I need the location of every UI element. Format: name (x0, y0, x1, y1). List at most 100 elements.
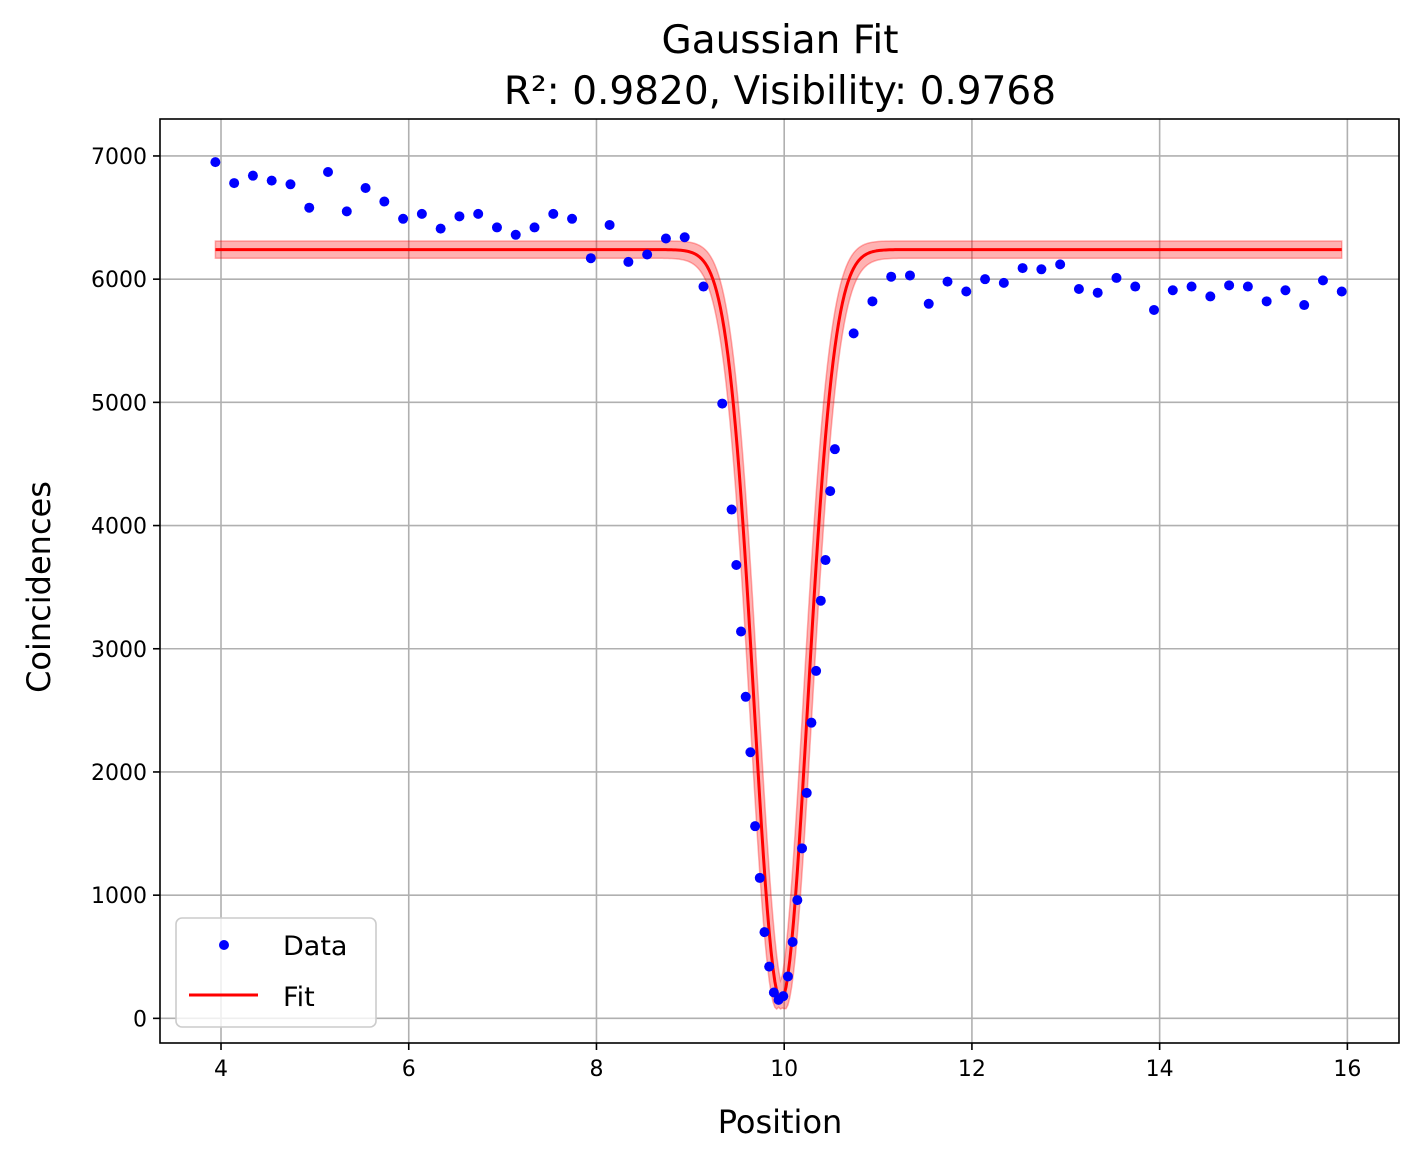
data-point (829, 444, 840, 455)
data-point (782, 971, 793, 982)
fit-band-area (214, 240, 1343, 1011)
data-point (1130, 281, 1141, 292)
data-point (1299, 300, 1310, 311)
data-point (961, 286, 972, 297)
data-point (323, 166, 334, 177)
data-point (304, 202, 315, 213)
y-tick-label: 4000 (91, 515, 147, 540)
legend-fit-label: Fit (283, 982, 315, 1013)
data-point (980, 274, 991, 285)
chart-subtitle: R²: 0.9820, Visibility: 0.9768 (504, 69, 1056, 114)
data-point (778, 991, 789, 1002)
data-point (1036, 264, 1047, 275)
y-tick-label: 2000 (91, 761, 147, 786)
data-point (867, 296, 878, 307)
data-point (1055, 259, 1066, 270)
data-point (750, 821, 761, 832)
data-point (787, 936, 798, 947)
data-point (886, 271, 897, 282)
data-point (660, 233, 671, 244)
data-point (285, 179, 296, 190)
data-point (740, 691, 751, 702)
data-point (759, 927, 770, 938)
data-point (1205, 291, 1216, 302)
fit-line-layer (215, 248, 1342, 1002)
data-point (754, 872, 765, 883)
data-point (745, 747, 756, 758)
data-point (806, 717, 817, 728)
legend-data-label: Data (283, 931, 347, 962)
data-point (1280, 285, 1291, 296)
y-tick-label: 0 (133, 1007, 147, 1032)
data-point (998, 277, 1009, 288)
data-point (1111, 272, 1122, 283)
data-point (1317, 275, 1328, 286)
x-tick-label: 8 (589, 1057, 603, 1082)
data-point (1167, 285, 1178, 296)
data-point (1186, 281, 1197, 292)
data-point (1073, 284, 1084, 295)
x-tick-label: 12 (958, 1057, 986, 1082)
x-tick-label: 6 (402, 1057, 416, 1082)
data-point (266, 175, 277, 186)
data-point (548, 208, 559, 219)
data-point (435, 223, 446, 234)
x-tick-label: 14 (1146, 1057, 1174, 1082)
y-tick-label: 5000 (91, 391, 147, 416)
data-point (1092, 287, 1103, 298)
fit-line (215, 248, 1342, 1002)
data-point (825, 486, 836, 497)
data-point (731, 559, 742, 570)
data-point (379, 196, 390, 207)
data-point (567, 213, 578, 224)
data-point (1017, 263, 1028, 274)
data-point (510, 229, 521, 240)
data-point (642, 249, 653, 260)
axis-ticks: 4 6 8 10 12 14 16 0 1000 2000 3000 4000 5000 6000 7000 (91, 145, 1361, 1082)
data-point (1336, 286, 1347, 297)
y-tick-label: 7000 (91, 145, 147, 170)
data-point (1149, 304, 1160, 315)
data-point (604, 219, 615, 230)
data-point (764, 961, 775, 972)
data-point (416, 208, 427, 219)
y-axis-label: Coincidences (20, 481, 58, 693)
fit-confidence-band (214, 240, 1343, 1011)
data-point (820, 555, 831, 566)
data-point (229, 178, 240, 189)
data-point (717, 398, 728, 409)
data-point (942, 276, 953, 287)
plot-frame (159, 118, 1400, 1044)
data-point (623, 256, 634, 267)
data-point (247, 170, 258, 181)
data-point (398, 213, 409, 224)
data-point (585, 253, 596, 264)
y-tick-label: 1000 (91, 884, 147, 909)
legend-data-marker (219, 940, 229, 950)
x-tick-label: 10 (770, 1057, 798, 1082)
data-point (1242, 281, 1253, 292)
data-point (792, 895, 803, 906)
x-tick-label: 4 (214, 1057, 228, 1082)
data-point (923, 298, 934, 309)
data-point (529, 222, 540, 233)
legend: Data Fit (175, 917, 377, 1028)
data-point (454, 211, 465, 222)
data-point (473, 208, 484, 219)
y-tick-label: 6000 (91, 268, 147, 293)
grid-lines (160, 119, 1399, 1043)
data-point (1261, 296, 1272, 307)
data-point (679, 232, 690, 243)
y-tick-label: 3000 (91, 638, 147, 663)
data-point (848, 328, 859, 339)
data-point (698, 281, 709, 292)
data-point (904, 270, 915, 281)
data-point (797, 843, 808, 854)
data-point (360, 182, 371, 193)
data-point (491, 222, 502, 233)
data-point (1224, 280, 1235, 291)
x-axis-label: Position (718, 1103, 843, 1141)
chart-title: Gaussian Fit (661, 18, 898, 63)
data-point (815, 595, 826, 606)
